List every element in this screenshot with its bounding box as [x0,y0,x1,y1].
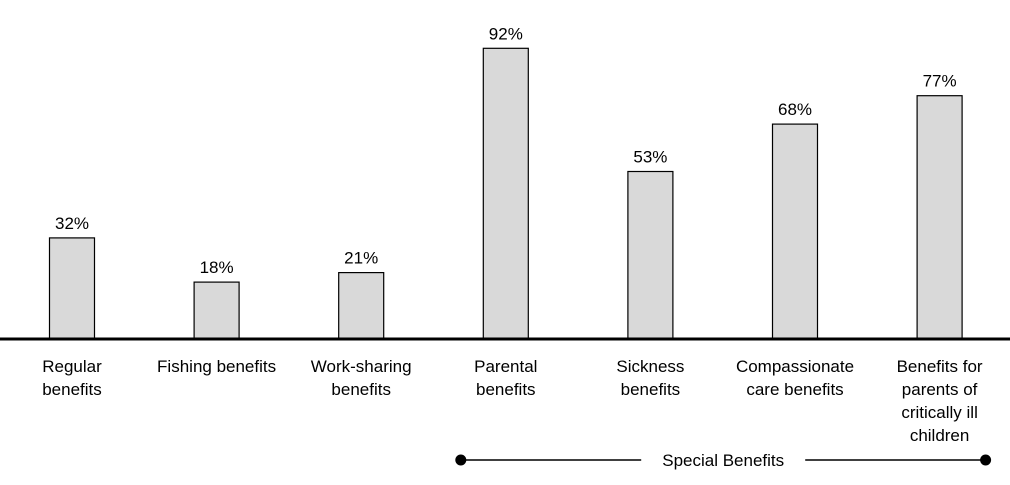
value-labels-group: 32% 18% 21% 92% 53% 68% 77% [55,24,957,277]
category-label-3-line-1: benefits [476,380,536,399]
category-label-2-line-1: benefits [331,380,391,399]
bar-2 [338,272,385,340]
category-label-5-line-0: Compassionate [736,357,854,376]
value-label-2: 21% [344,249,378,268]
special-benefits-label: Special Benefits [662,451,784,470]
bar-1 [193,281,240,340]
bracket-dot-left [455,454,467,466]
value-label-4: 53% [633,148,667,167]
category-label-0-line-0: Regular [42,357,102,376]
category-label-1-line-0: Fishing benefits [157,357,276,376]
category-labels-group: Regular benefits Fishing benefits Work-shar… [42,357,983,445]
bar-0 [48,237,96,340]
bar-4 [627,170,674,340]
category-label-2-line-0: Work-sharing [311,357,412,376]
category-label-6-line-1: parents of [902,380,978,399]
category-label-6: Benefits for parents of critically ill chil… [897,357,983,445]
category-label-5: Compassionate care benefits [736,357,854,399]
bar-5 [771,123,819,340]
bar-3 [482,47,529,340]
special-benefits-bracket: Special Benefits [455,451,992,470]
value-label-6: 77% [923,72,957,91]
category-label-0: Regular benefits [42,357,102,399]
category-label-6-line-2: critically ill [901,403,978,422]
value-label-1: 18% [200,258,234,277]
bar-6 [916,95,963,340]
category-label-4: Sickness benefits [616,357,684,399]
value-label-0: 32% [55,214,89,233]
category-label-4-line-0: Sickness [616,357,684,376]
category-label-5-line-1: care benefits [746,380,843,399]
category-label-3: Parental benefits [474,357,537,399]
category-label-3-line-0: Parental [474,357,537,376]
category-label-6-line-3: children [910,426,970,445]
value-label-3: 92% [489,24,523,43]
category-label-2: Work-sharing benefits [311,357,412,399]
value-label-5: 68% [778,100,812,119]
category-label-0-line-1: benefits [42,380,102,399]
bars-group [48,47,963,340]
category-label-6-line-0: Benefits for [897,357,983,376]
category-label-1: Fishing benefits [157,357,276,376]
bracket-dot-right [980,454,992,466]
category-label-4-line-1: benefits [621,380,681,399]
